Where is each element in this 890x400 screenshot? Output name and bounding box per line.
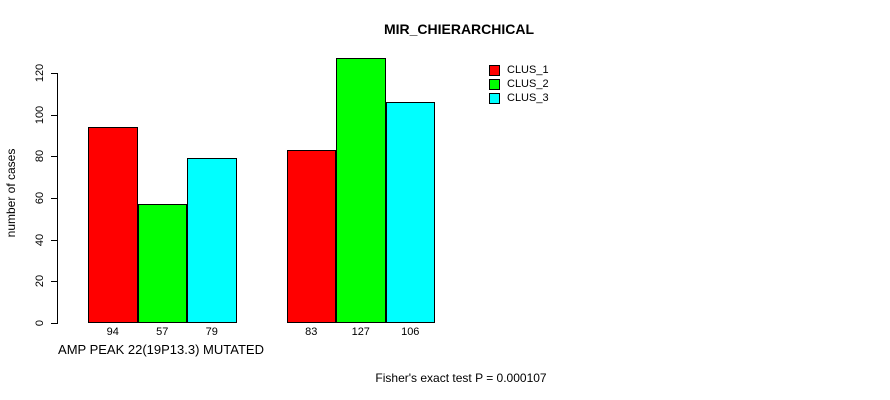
legend: CLUS_1 CLUS_2 CLUS_3 — [489, 63, 549, 105]
bar-clus-2-group-1 — [137, 204, 187, 323]
y-tick-label: 100 — [34, 105, 46, 124]
bar-value-label: 79 — [205, 326, 218, 338]
y-tick — [51, 198, 57, 200]
legend-swatch — [489, 78, 500, 90]
y-tick-label: 20 — [34, 275, 46, 288]
legend-swatch — [489, 64, 500, 76]
y-tick — [51, 239, 57, 241]
y-tick-label: 80 — [34, 150, 46, 163]
legend-label: CLUS_2 — [507, 78, 549, 90]
bar-value-label: 83 — [305, 326, 318, 338]
y-tick — [51, 156, 57, 158]
legend-item-clus-3: CLUS_3 — [489, 91, 549, 105]
y-tick-label: 0 — [34, 319, 46, 327]
legend-item-clus-2: CLUS_2 — [489, 77, 549, 91]
legend-swatch — [489, 92, 500, 104]
y-axis-line — [57, 73, 58, 324]
chart-title: MIR_CHIERARCHICAL — [383, 21, 535, 37]
y-tick-label: 120 — [34, 63, 46, 83]
y-tick — [51, 323, 57, 324]
y-tick — [51, 281, 57, 283]
y-tick — [51, 114, 57, 116]
y-axis-label: number of cases — [4, 148, 18, 238]
y-tick-label: 40 — [34, 233, 46, 246]
y-tick-label: 60 — [34, 191, 46, 205]
bar-clus-3-group-2 — [385, 102, 435, 323]
bar-value-label: 106 — [401, 326, 420, 338]
bar-clus-3-group-1 — [187, 158, 237, 323]
y-tick — [51, 73, 57, 75]
bar-clus-2-group-2 — [336, 58, 386, 323]
legend-label: CLUS_1 — [507, 64, 549, 76]
bar-value-label: 57 — [156, 326, 169, 338]
bar-clus-1-group-2 — [286, 150, 336, 323]
fisher-test-annotation: Fisher's exact test P = 0.000107 — [375, 371, 547, 385]
legend-item-clus-1: CLUS_1 — [489, 63, 549, 77]
bar-clus-1-group-1 — [88, 127, 138, 323]
x-axis-label: AMP PEAK 22(19P13.3) MUTATED — [58, 342, 264, 357]
bar-value-label: 94 — [106, 326, 119, 338]
legend-label: CLUS_3 — [507, 92, 549, 104]
bar-value-label: 127 — [351, 326, 370, 338]
